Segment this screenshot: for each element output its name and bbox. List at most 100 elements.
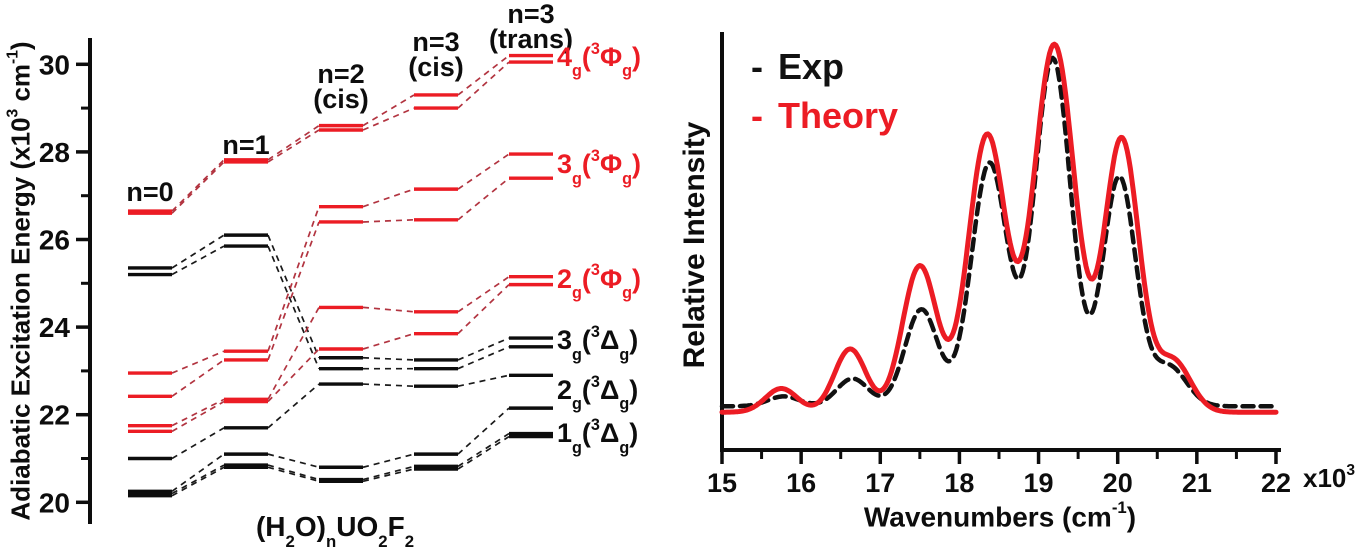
left-y-axis-title-text: Adiabatic Excitation Energy (x10 [5, 117, 36, 521]
level-connector [457, 337, 510, 361]
state-label-part: g [622, 169, 632, 188]
column-header-line: n=2 [317, 59, 365, 89]
level-connector [362, 332, 415, 350]
column-header-4: n=3 (trans) [461, 0, 601, 53]
wavenumbers-text: Wavenumbers (cm [863, 501, 1112, 533]
level-connector [362, 94, 415, 127]
column-header-0: n=0 [80, 177, 220, 207]
level-connector [267, 206, 320, 352]
state-label-part: ) [632, 42, 641, 73]
state-label-part: Φ [599, 149, 623, 180]
state-label-part: ) [632, 263, 641, 294]
left-y-tick-label: 26 [39, 225, 70, 256]
exp-dash-swatch: - [751, 46, 763, 87]
formula-sub: n [325, 531, 337, 551]
level-connector [362, 188, 415, 208]
state-label-part: ( [581, 149, 591, 180]
state-label-part: g [622, 62, 632, 81]
state-label: 2g(3Δg) [557, 372, 639, 414]
right-x-tick-label: 20 [1103, 468, 1133, 498]
right-x-axis-title: Wavenumbers (cm-1) [863, 498, 1137, 533]
column-header-line: n=3 [507, 0, 555, 29]
level-connector [171, 466, 225, 497]
x-axis-scale-note: x103 [1303, 462, 1356, 494]
state-label-part: g [572, 62, 582, 81]
right-x-tick-label: 16 [786, 468, 816, 498]
left-y-tick-label: 20 [39, 487, 70, 518]
xscale-sup: 3 [1346, 462, 1356, 480]
state-label-part: ( [581, 263, 591, 294]
state-label-part: g [619, 395, 630, 414]
state-label-part: g [622, 284, 632, 303]
level-connector [457, 177, 510, 221]
level-connector [171, 398, 225, 427]
column-header-line: (cis) [313, 84, 369, 114]
state-label-part: ( [581, 42, 591, 73]
legend-item-theory: - Theory [751, 91, 898, 140]
left-y-tick-label: 30 [39, 49, 70, 80]
level-connector [362, 356, 415, 361]
level-connector [171, 234, 225, 269]
state-label-part: 4 [557, 42, 573, 73]
level-connector [267, 453, 320, 469]
column-header-1: n=1 [176, 132, 316, 159]
level-connector [457, 435, 510, 470]
right-x-tick-label: 17 [865, 468, 895, 498]
column-header-line: n=0 [126, 177, 174, 207]
state-label: 2g(3Φg) [557, 261, 641, 303]
level-connector [171, 453, 225, 493]
level-connector [362, 218, 415, 223]
left-y-axis-title-sup3: 3 [4, 108, 22, 118]
state-label-part: ) [629, 418, 639, 449]
legend-label-theory: Theory [778, 95, 899, 136]
level-connector [267, 221, 320, 361]
legend-item-exp: - Exp [751, 42, 898, 91]
level-connector [457, 284, 510, 335]
state-label-part: g [619, 438, 630, 457]
formula-sub: 2 [378, 531, 388, 551]
state-label-part: 3 [557, 149, 573, 180]
state-label-part: 3 [590, 372, 600, 391]
legend-label-exp: Exp [778, 46, 845, 87]
state-label-part: ( [581, 374, 591, 405]
right-x-tick-label: 18 [944, 468, 974, 498]
level-connector [267, 306, 320, 400]
level-connector [267, 466, 320, 483]
energy-level-diagram: 20 22 24 26 28 30 [39, 38, 553, 524]
left-y-tick-label: 28 [39, 137, 70, 168]
right-x-tick-label: 19 [1024, 468, 1054, 498]
state-label-part: Φ [599, 42, 623, 73]
level-connector [267, 464, 320, 481]
state-label-part: 3 [590, 146, 600, 165]
level-connector [457, 407, 510, 455]
xscale-text: x10 [1303, 463, 1347, 493]
left-y-axis-title: Adiabatic Excitation Energy (x103 cm-1) [4, 41, 37, 521]
state-label: 3g(3Φg) [557, 146, 641, 188]
state-label-part: ) [629, 325, 639, 356]
level-connector [171, 427, 225, 460]
wavenumbers-close: ) [1126, 501, 1137, 533]
left-y-tick-label: 22 [39, 400, 70, 431]
formula-sub: 2 [285, 531, 295, 551]
level-connector [171, 159, 225, 212]
level-connector [362, 465, 415, 481]
state-label-part: ( [581, 325, 591, 356]
level-connector [171, 464, 225, 495]
level-connector [171, 161, 225, 214]
spectrum-plot: 15 16 17 18 19 20 21 22 [707, 32, 1291, 498]
column-header-2: n=2 (cis) [271, 59, 411, 114]
right-x-tick-label: 21 [1182, 468, 1212, 498]
formula-part: (H [255, 511, 286, 542]
right-x-tick-label: 22 [1261, 468, 1291, 498]
theory-curve [719, 41, 1279, 415]
state-label-part: Δ [599, 325, 620, 356]
level-connector [171, 400, 225, 433]
level-connector [457, 346, 510, 370]
state-label-part: 3 [590, 261, 600, 280]
state-label-part: 3 [590, 323, 600, 341]
state-label-part: ) [629, 374, 639, 405]
state-label-part: g [572, 169, 582, 188]
column-header-line: (cis) [408, 52, 464, 82]
state-label: 4g(3Φg) [557, 40, 641, 81]
